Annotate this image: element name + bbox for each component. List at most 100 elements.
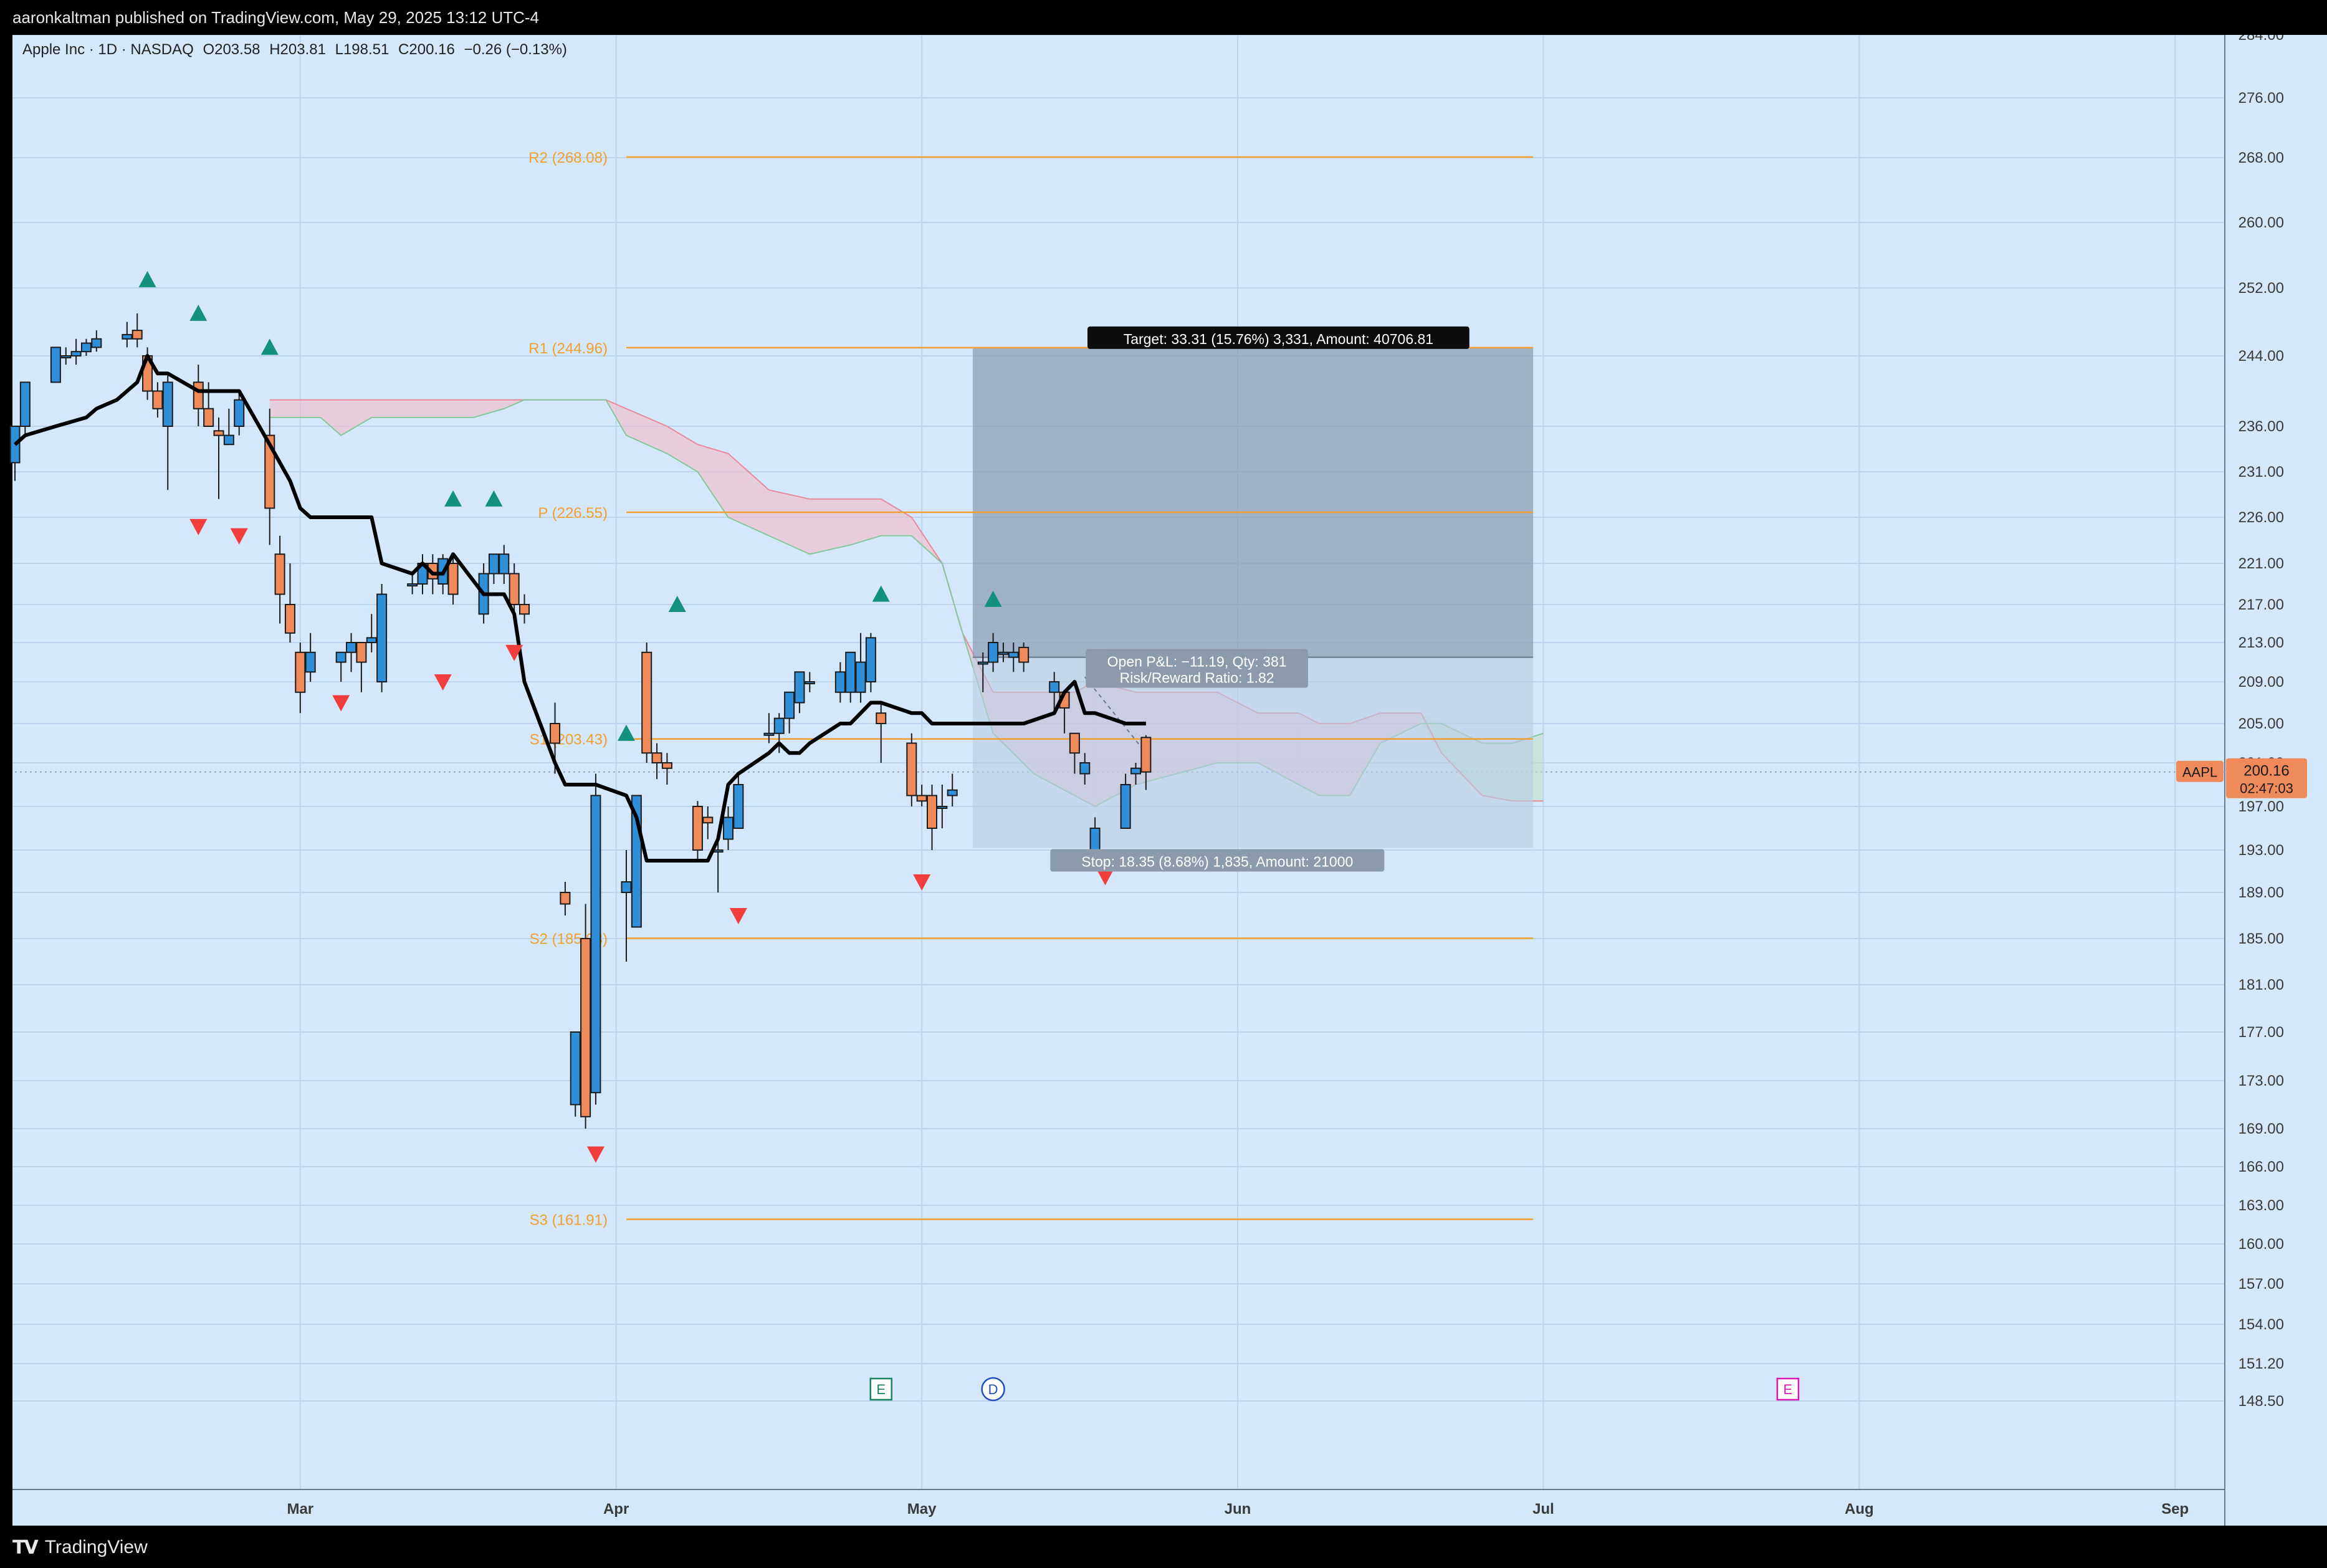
position-target-zone[interactable] xyxy=(972,347,1534,657)
candle-body xyxy=(213,430,224,436)
candle xyxy=(865,633,876,692)
cloud-segment xyxy=(341,399,372,436)
candle-body xyxy=(70,351,82,356)
candle xyxy=(916,785,927,806)
candle xyxy=(804,672,815,692)
candle-body xyxy=(723,816,733,840)
time-tick-label: Apr xyxy=(603,1501,629,1518)
pivot-points: R2 (268.08) R1 (244.96) P (226.55) S1 (203.… xyxy=(528,150,1534,1229)
price-tick-label: 213.00 xyxy=(2239,634,2284,651)
position-pnl-line xyxy=(1084,676,1147,753)
candle-body xyxy=(356,642,367,663)
left-frame xyxy=(0,35,12,1526)
candle xyxy=(122,322,133,348)
cloud-segment xyxy=(768,490,810,555)
candle-body xyxy=(865,637,876,682)
cloud-segment xyxy=(423,399,474,418)
event-letter: E xyxy=(876,1382,886,1397)
candle xyxy=(845,651,856,703)
candle-body xyxy=(264,434,275,509)
candle xyxy=(1130,763,1141,785)
candle xyxy=(50,347,61,383)
symbol-tag xyxy=(2176,760,2224,782)
candle-body xyxy=(519,604,530,615)
symbol-tag-text: AAPL xyxy=(2182,765,2217,780)
candle xyxy=(1120,773,1131,829)
candle xyxy=(162,373,173,490)
brand-name: TradingView xyxy=(44,1537,148,1557)
signal-up-triangle xyxy=(138,270,156,287)
candle-body xyxy=(702,816,714,824)
candle xyxy=(998,643,1009,662)
candle-body xyxy=(1089,828,1101,851)
price-tick-label: 148.50 xyxy=(2239,1393,2284,1410)
candle-body xyxy=(376,593,388,682)
price-tick-label: 236.00 xyxy=(2239,418,2284,435)
candle xyxy=(407,573,418,595)
candle xyxy=(590,773,601,1105)
candle xyxy=(855,633,866,703)
candle xyxy=(509,563,520,614)
candle-body xyxy=(641,651,652,754)
cloud-segment xyxy=(850,499,881,545)
pnl-label-box xyxy=(1086,649,1308,688)
candle xyxy=(91,330,102,352)
candle xyxy=(723,806,733,850)
candle-body xyxy=(1049,681,1060,693)
price-tick-label: 169.00 xyxy=(2239,1121,2284,1137)
candle-body xyxy=(763,732,775,736)
signal-up-triangle xyxy=(618,724,635,741)
candle-body xyxy=(162,381,173,427)
candle xyxy=(223,408,234,446)
candle xyxy=(702,806,714,839)
candle-body xyxy=(447,563,459,595)
signal-up-triangle xyxy=(872,585,890,602)
earnings-icon[interactable]: E xyxy=(869,1377,892,1401)
candle-body xyxy=(193,381,204,409)
earnings-icon[interactable]: E xyxy=(1776,1377,1800,1401)
candle xyxy=(937,785,948,828)
time-axis[interactable]: Mar Apr May Jun Jul Aug Sep xyxy=(287,1501,2189,1518)
candle-body xyxy=(60,355,72,358)
candle xyxy=(1089,817,1101,851)
candle-body xyxy=(234,399,245,427)
candle xyxy=(773,713,785,753)
candle-body xyxy=(499,553,510,575)
candle-body xyxy=(580,938,591,1117)
candle xyxy=(763,713,775,743)
pivot-label: S3 (161.91) xyxy=(530,1212,608,1229)
candle-body xyxy=(80,342,92,353)
cloud-segment xyxy=(667,426,698,472)
candle-body xyxy=(122,333,133,340)
cloud-segment xyxy=(626,408,667,454)
publish-header: aaronkaltman published on TradingView.co… xyxy=(0,0,2327,35)
candle xyxy=(447,554,459,605)
candle-body xyxy=(131,330,143,340)
candle xyxy=(733,773,744,829)
signal-down-triangle xyxy=(586,1146,604,1163)
position-labels: Target: 33.31 (15.76%) 3,331, Amount: 40… xyxy=(1050,326,1469,872)
candle-body xyxy=(50,347,61,383)
candle-body xyxy=(855,661,866,693)
candle-body xyxy=(794,671,805,704)
dividend-icon[interactable]: D xyxy=(981,1377,1005,1402)
candle xyxy=(80,338,92,356)
price-tag-value: 200.16 xyxy=(2243,763,2289,780)
candle-body xyxy=(274,553,285,595)
long-position-tool[interactable] xyxy=(972,347,1534,848)
signal-down-triangle xyxy=(913,874,931,891)
candle xyxy=(284,563,295,643)
candle-body xyxy=(407,583,418,586)
candle-body xyxy=(773,717,785,734)
footer-brand[interactable]: 𝗧𝗩 TradingView xyxy=(12,1532,148,1563)
symbol-legend[interactable]: Apple Inc · 1D · NASDAQ O203.58 H203.81 … xyxy=(22,41,572,59)
grid xyxy=(0,34,2327,1568)
candle xyxy=(346,633,357,672)
signal-up-triangle xyxy=(444,490,462,507)
candle-body xyxy=(284,604,295,634)
candle-body xyxy=(19,381,31,427)
price-tick-label: 181.00 xyxy=(2239,977,2284,993)
price-tick-label: 193.00 xyxy=(2239,842,2284,859)
